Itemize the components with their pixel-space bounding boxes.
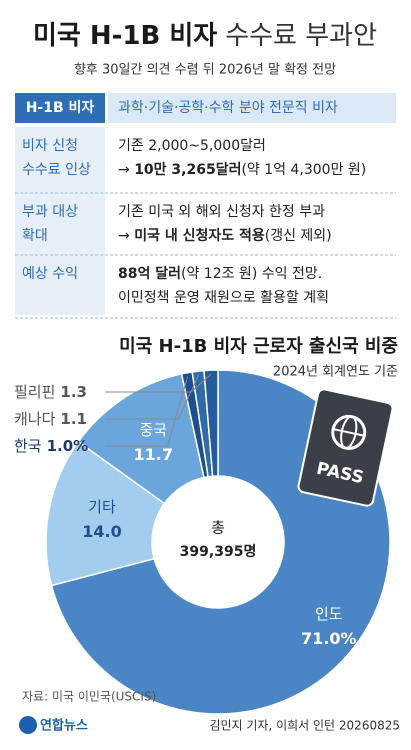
row-line: 88억 달러(약 12조 원) 수익 전망. (118, 266, 322, 282)
slice-category: 인도 (315, 605, 343, 623)
title: 미국 H-1B 비자 수수료 부과안 (33, 21, 377, 51)
credit: 김민지 기자, 이희서 인턴 20260825 (209, 719, 400, 733)
center-title: 총 (211, 519, 225, 537)
source: 자료: 미국 이민국(USCIS) (22, 690, 156, 704)
row-segment: → (118, 228, 134, 244)
slice-category: 기타 (88, 498, 116, 516)
chart-subtitle: 2024년 회계연도 기준 (273, 365, 398, 380)
row-line: 기존 2,000~5,000달러 (118, 138, 266, 154)
logo: 연합뉴스 (40, 718, 88, 734)
outer-value: 1.1 (60, 410, 87, 428)
row-segment: 기존 미국 외 해외 신청자 한정 부과 (118, 204, 325, 220)
pie-hole (153, 477, 283, 607)
row-segment: 기존 2,000~5,000달러 (118, 138, 266, 154)
label-column (15, 127, 105, 315)
slice-value: 71.0% (301, 629, 357, 648)
outer-label: 필리핀 1.3 (14, 383, 87, 401)
row-segment: 88억 달러 (118, 266, 181, 282)
leader-line (105, 374, 199, 420)
row-segment: 미국 내 신청자도 적용 (134, 227, 265, 244)
row-label: 비자 신청 (22, 138, 78, 154)
passport-icon: PASS (297, 388, 394, 507)
leader-line (105, 376, 189, 447)
head-text-box (108, 93, 396, 123)
title-light: 수수료 부과안 (225, 21, 377, 51)
slice-value: 11.7 (134, 445, 173, 464)
head-label: H-1B 비자 (26, 100, 95, 116)
row-label: 수수료 인상 (22, 162, 91, 178)
row-line: → 10만 3,265달러(약 1억 4,300만 원) (118, 162, 366, 178)
head-text: 과학·기술·공학·수학 분야 전문직 비자 (118, 100, 338, 116)
outer-value: 1.3 (60, 383, 87, 401)
row-line: 이민정책 운영 재원으로 활용할 계획 (118, 290, 329, 306)
row-label: 확대 (22, 228, 48, 244)
title-bold: 미국 H-1B 비자 (33, 21, 217, 51)
outer-category: 캐나다 (14, 410, 56, 428)
row-segment: 10만 3,265달러 (134, 162, 241, 178)
row-segment: (약 12조 원) 수익 전망. (181, 266, 322, 282)
row-segment: 이민정책 운영 재원으로 활용할 계획 (118, 290, 329, 306)
passport-globe-line (332, 428, 365, 437)
outer-label: 캐나다 1.1 (14, 410, 87, 428)
row-line: 기존 미국 외 해외 신청자 한정 부과 (118, 204, 325, 220)
pie-slice (203, 369, 219, 478)
head-label-box (15, 93, 105, 123)
leader-line (105, 373, 212, 393)
outer-value: 1.0% (47, 437, 89, 455)
subtitle: 향후 30일간 의견 수렴 뒤 2026년 말 확정 전망 (74, 63, 336, 78)
row-segment: (갱신 제외) (265, 228, 332, 244)
center-value: 399,395명 (180, 543, 257, 560)
row-label: 예상 수익 (22, 266, 78, 282)
chart-title: 미국 H-1B 비자 근로자 출신국 비중 (119, 336, 398, 357)
outer-category: 한국 (14, 437, 42, 455)
outer-category: 필리핀 (14, 383, 55, 401)
row-line: → 미국 내 신청자도 적용(갱신 제외) (118, 227, 332, 244)
row-segment: → (118, 162, 134, 178)
slice-value: 14.0 (82, 522, 121, 541)
row-segment: (약 1억 4,300만 원) (241, 162, 366, 178)
logo-mark (19, 716, 37, 734)
row-label: 부과 대상 (22, 204, 78, 220)
slice-category: 중국 (139, 421, 167, 439)
pie-slice (45, 440, 166, 587)
outer-label: 한국 1.0% (14, 437, 88, 455)
